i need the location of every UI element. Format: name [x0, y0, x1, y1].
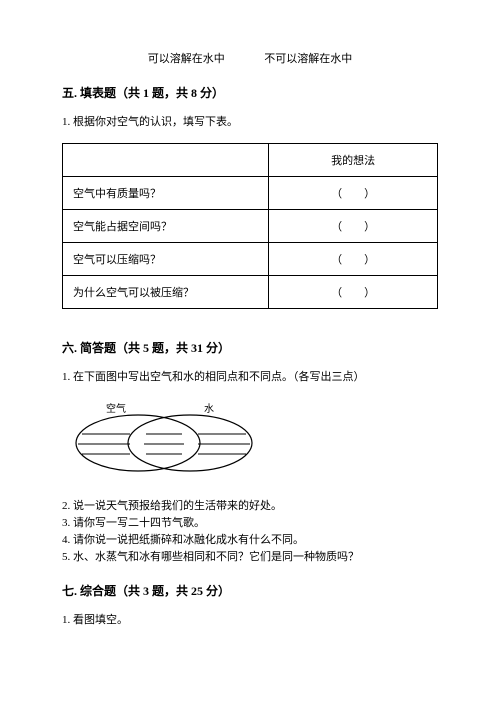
- answer-table: 我的想法 空气中有质量吗？ （ ） 空气能占据空间吗？ （ ） 空气可以压缩吗？…: [62, 143, 438, 309]
- table-header-row: 我的想法: [63, 144, 438, 177]
- table-cell-a: （ ）: [269, 243, 438, 276]
- table-cell-a: （ ）: [269, 276, 438, 309]
- list-item: 2. 说一说天气预报给我们的生活带来的好处。: [62, 498, 438, 515]
- section-6-heading: 六. 简答题（共 5 题，共 31 分）: [62, 339, 438, 356]
- list-item: 5. 水、水蒸气和冰有哪些相同和不同？它们是同一种物质吗？: [62, 549, 438, 566]
- label-dissolve-yes: 可以溶解在水中: [148, 50, 225, 66]
- label-dissolve-no: 不可以溶解在水中: [264, 50, 352, 66]
- table-cell-q: 为什么空气可以被压缩？: [63, 276, 269, 309]
- venn-left-label: 空气: [106, 402, 126, 415]
- list-item: 3. 请你写一写二十四节气歌。: [62, 515, 438, 532]
- list-item: 4. 请你说一说把纸撕碎和冰融化成水有什么不同。: [62, 532, 438, 549]
- table-cell-q: 空气能占据空间吗？: [63, 210, 269, 243]
- table-cell-a: （ ）: [269, 210, 438, 243]
- table-cell-q: 空气中有质量吗？: [63, 177, 269, 210]
- table-row: 为什么空气可以被压缩？ （ ）: [63, 276, 438, 309]
- section-7-heading: 七. 综合题（共 3 题，共 25 分）: [62, 582, 438, 599]
- section-6-q1: 1. 在下面图中写出空气和水的相同点和不同点。（各写出三点）: [62, 368, 438, 384]
- venn-right-label: 水: [204, 403, 214, 415]
- section-6-items: 2. 说一说天气预报给我们的生活带来的好处。 3. 请你写一写二十四节气歌。 4…: [62, 498, 438, 566]
- table-header-right: 我的想法: [269, 144, 438, 177]
- table-row: 空气可以压缩吗？ （ ）: [63, 243, 438, 276]
- venn-diagram: 空气 水: [68, 398, 438, 480]
- page-root: 可以溶解在水中 不可以溶解在水中 五. 填表题（共 1 题，共 8 分） 1. …: [0, 0, 500, 681]
- table-cell-a: （ ）: [269, 177, 438, 210]
- section-5-heading: 五. 填表题（共 1 题，共 8 分）: [62, 84, 438, 101]
- table-cell-q: 空气可以压缩吗？: [63, 243, 269, 276]
- table-row: 空气中有质量吗？ （ ）: [63, 177, 438, 210]
- top-label-row: 可以溶解在水中 不可以溶解在水中: [62, 50, 438, 66]
- table-row: 空气能占据空间吗？ （ ）: [63, 210, 438, 243]
- section-5-q1: 1. 根据你对空气的认识，填写下表。: [62, 113, 438, 129]
- table-header-blank: [63, 144, 269, 177]
- section-7-q1: 1. 看图填空。: [62, 611, 438, 627]
